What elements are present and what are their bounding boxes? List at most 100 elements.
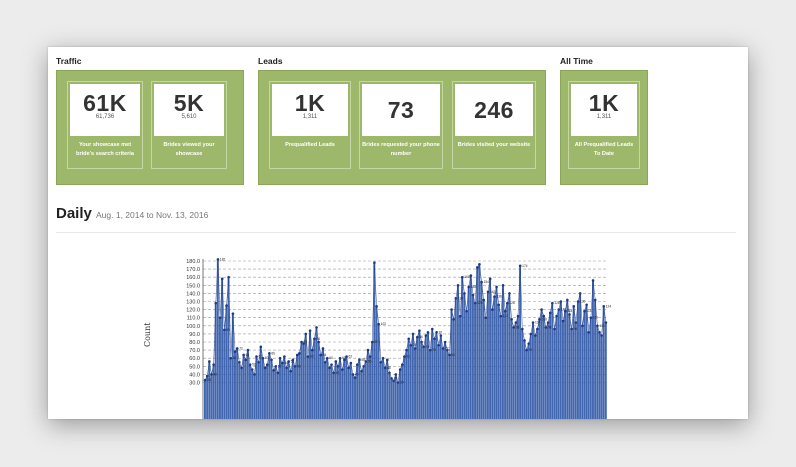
bar [362,366,365,419]
data-point [396,381,400,384]
data-point [420,340,423,344]
data-label: 104 [535,321,541,325]
y-tick-label: 80.0 [189,340,200,346]
data-label: 84 [316,337,320,341]
bar [416,337,419,419]
data-point [424,334,428,337]
bar [317,342,320,419]
bar [266,364,269,419]
data-point [531,321,535,324]
data-point [360,369,363,373]
bar [596,325,599,419]
bar [264,367,266,419]
bar [204,380,206,419]
daily-chart-svg: 30.0 40.0 50.0 60.0 70.0 80.0 90.0 100.0 110.0 12… [186,257,611,419]
bar [255,356,258,419]
bar [409,345,412,419]
data-point [343,358,346,362]
data-label: 33 [207,378,211,382]
data-point [542,314,546,318]
data-point [482,298,486,302]
data-point [257,360,260,364]
data-label: 174 [522,264,528,268]
data-point [533,334,537,337]
data-point [385,358,389,362]
bar [373,262,376,419]
bar [431,329,434,419]
bar [546,322,549,419]
data-point [315,326,318,329]
bar [289,371,292,419]
bar [508,293,511,419]
data-label: 148 [471,285,477,289]
data-point [499,314,503,318]
data-point [435,330,438,334]
data-point [566,298,569,302]
data-point [548,311,552,315]
data-point [403,355,406,358]
bar [390,378,393,419]
data-point [461,275,464,279]
bar [407,338,410,419]
stat-caption: Brides viewed your showcase [163,142,215,157]
data-point [446,348,449,352]
bar [345,356,348,419]
bar [328,367,331,419]
bar [358,359,361,419]
stat-caption: Prequalified Leads [285,142,335,148]
bar [274,366,277,419]
data-point [587,330,591,334]
data-point [563,309,567,313]
daily-date-range: Aug. 1, 2014 to Nov. 13, 2016 [96,210,209,220]
data-point [411,332,415,336]
bar [542,316,545,419]
data-point [521,327,524,331]
data-point [430,327,434,331]
data-point [278,356,282,360]
data-point [203,378,207,382]
bar [536,329,539,419]
data-point [400,363,404,366]
bar [369,356,371,419]
bar [521,329,524,419]
data-point [364,360,368,363]
data-label: 50 [297,364,301,368]
bar [214,303,217,419]
bar [311,350,314,419]
bar [454,298,457,419]
stat-card-showcase-views: 5K 5,610 Brides viewed your showcase [151,81,227,169]
data-point [268,352,271,355]
data-point [407,337,411,341]
data-point [602,305,606,308]
bar [396,382,399,419]
data-point [304,332,308,336]
data-point [559,300,563,303]
data-point [415,335,419,339]
data-point [370,340,374,344]
bar [422,346,425,419]
data-label: 70 [529,348,533,352]
bar [499,316,502,419]
bar [418,330,421,419]
data-point [394,373,398,376]
data-point [516,314,520,318]
y-tick-label: 50.0 [189,364,200,370]
data-point [231,312,235,315]
bar [538,319,541,419]
data-point [225,304,228,307]
data-label: 92 [439,330,443,334]
stat-caption: Your showcase met bride's search criteri… [76,142,134,157]
bar [336,366,339,419]
data-label: 134 [458,296,464,300]
bar [319,354,322,419]
bar [208,361,211,419]
data-point [433,337,436,341]
data-point [467,285,471,289]
data-point [338,356,342,360]
bar [229,358,232,419]
data-point [261,356,265,360]
bar [585,304,588,419]
bar [576,301,579,419]
data-point [287,360,290,363]
data-point [214,301,218,305]
